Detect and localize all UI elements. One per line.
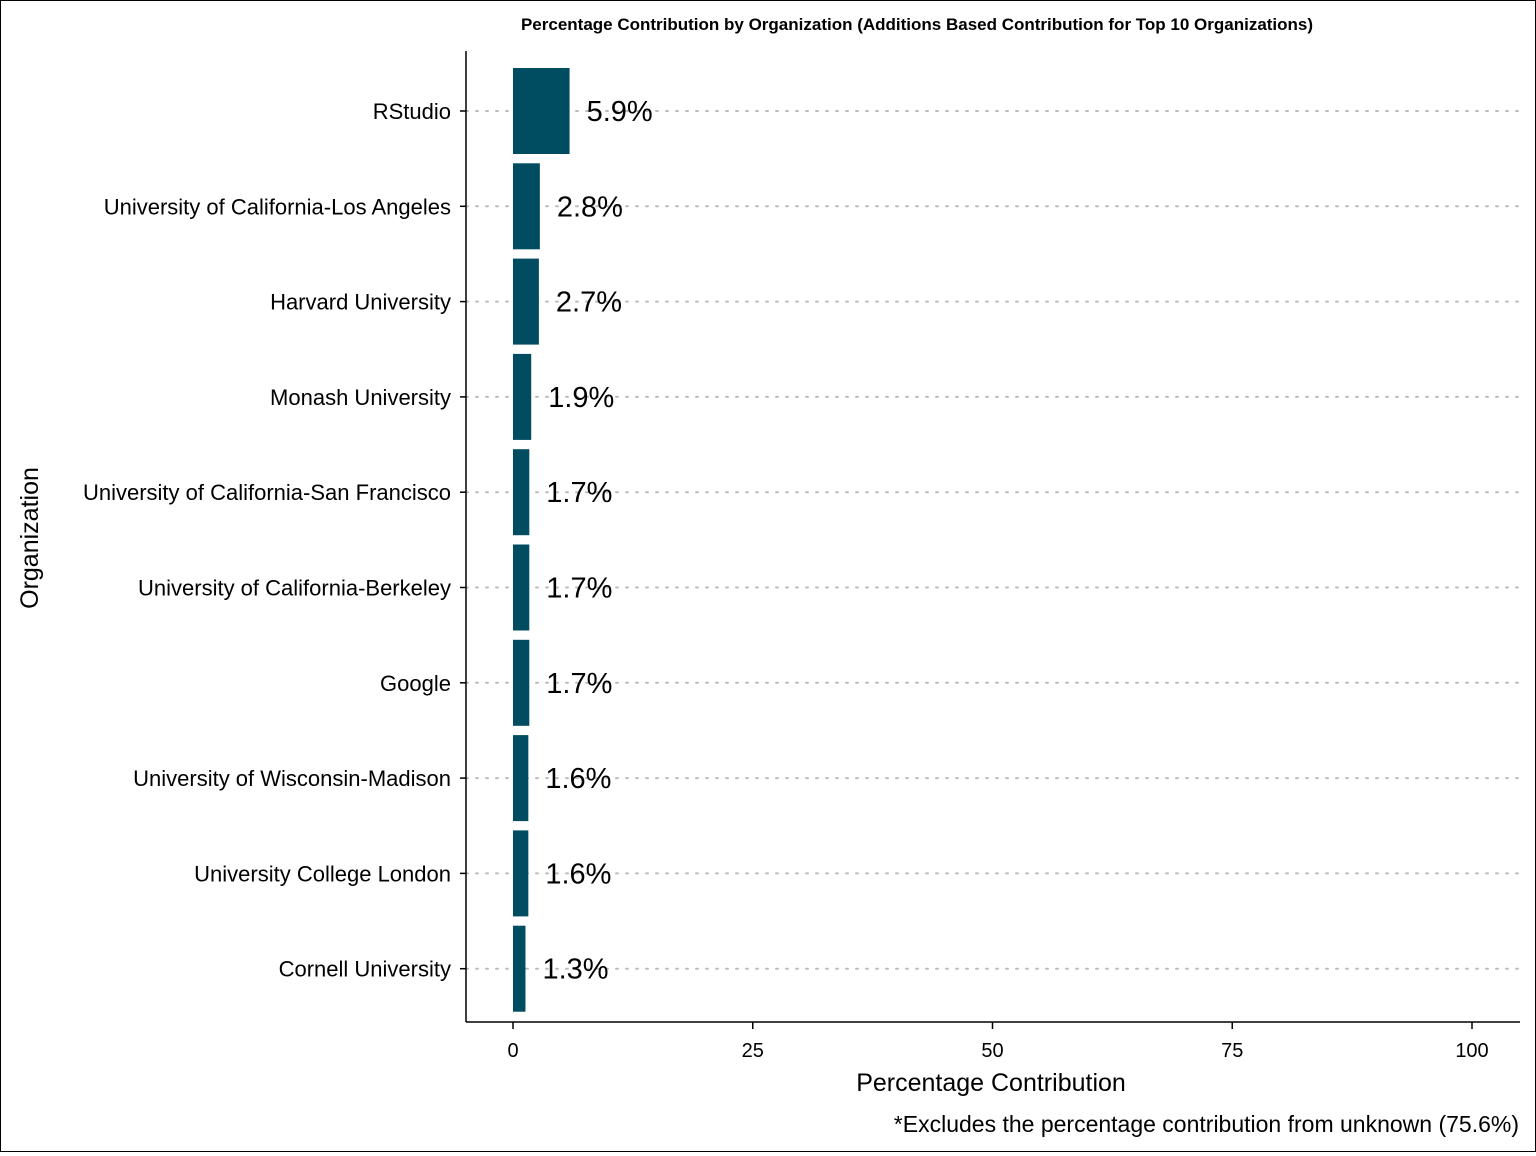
- value-label: 1.7%: [546, 573, 612, 605]
- category-label: University of California-Berkeley: [138, 576, 451, 601]
- bar: [513, 68, 570, 154]
- category-label: University of Wisconsin-Madison: [133, 766, 451, 791]
- category-label: University of California-San Francisco: [83, 480, 451, 505]
- x-tick-label: 100: [1455, 1040, 1488, 1062]
- x-tick-label: 50: [981, 1040, 1003, 1062]
- gridlines: [465, 110, 1521, 970]
- value-label: 1.9%: [548, 382, 614, 414]
- bar: [513, 449, 530, 536]
- bar: [513, 353, 532, 440]
- value-label: 1.6%: [545, 763, 611, 795]
- value-label: 1.6%: [545, 858, 611, 890]
- value-label: 1.3%: [542, 954, 608, 986]
- chart-caption: *Excludes the percentage contribution fr…: [894, 1111, 1519, 1137]
- category-label: RStudio: [373, 99, 451, 124]
- bar: [513, 639, 530, 726]
- value-label: 1.7%: [546, 477, 612, 509]
- x-tick-label: 75: [1221, 1040, 1243, 1062]
- category-label: University College London: [194, 861, 451, 886]
- category-label: Monash University: [270, 385, 451, 410]
- bar: [513, 925, 526, 1012]
- bar: [513, 735, 529, 822]
- category-label: Cornell University: [279, 957, 451, 982]
- bar: [513, 544, 530, 631]
- bar: [513, 830, 529, 917]
- bars: 5.9% 2.8% 2.7% 1.9% 1.7% 1.7% 1.7% 1.6% 1.6% 1.3%: [513, 68, 653, 1012]
- value-label: 2.8%: [557, 191, 623, 223]
- category-label: Harvard University: [270, 290, 451, 315]
- x-tick-label: 0: [507, 1040, 518, 1062]
- x-axis-title: Percentage Contribution: [856, 1069, 1126, 1097]
- axes: RStudio University of California-Los Ange…: [83, 51, 1520, 1062]
- y-axis-title: Organization: [16, 467, 44, 609]
- value-label: 5.9%: [587, 96, 653, 128]
- x-tick-label: 25: [742, 1040, 764, 1062]
- value-label: 1.7%: [546, 668, 612, 700]
- bar: [513, 258, 539, 345]
- bar: [513, 163, 540, 250]
- chart-title: Percentage Contribution by Organization …: [521, 15, 1313, 34]
- value-label: 2.7%: [556, 287, 622, 319]
- category-label: Google: [380, 671, 451, 696]
- category-label: University of California-Los Angeles: [104, 194, 451, 219]
